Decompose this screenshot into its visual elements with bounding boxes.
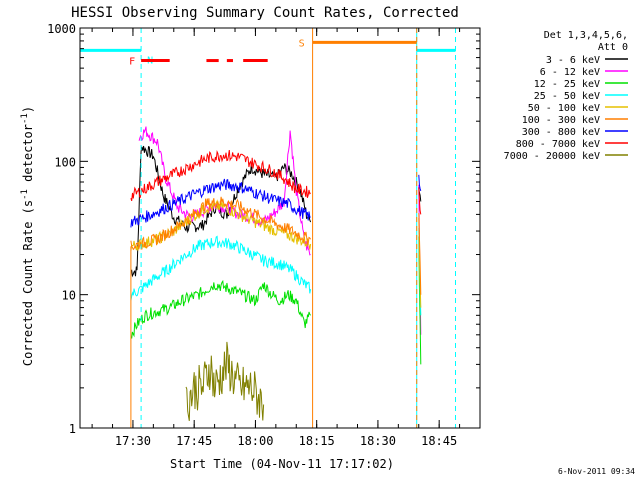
- y-tick-label: 100: [54, 155, 76, 169]
- axes-layer: 1 10 100 1000 17:30 17:45 18:00 18:15 18:30 18:45: [47, 22, 481, 448]
- y-tick-label: 1000: [47, 22, 76, 36]
- y-tick-label: 1: [69, 422, 76, 436]
- y-axis-label: Corrected Count Rate (s-1 detector-1): [20, 106, 35, 366]
- series-line-800-7000keV: [130, 149, 311, 202]
- plot-frame: [79, 27, 481, 429]
- series-layer: [130, 126, 422, 421]
- legend-label: 800 - 7000 keV: [516, 139, 600, 150]
- legend-label: 3 - 6 keV: [546, 55, 600, 66]
- x-tick-label: 18:15: [299, 434, 335, 448]
- legend-label: 50 - 100 keV: [528, 103, 600, 114]
- x-axis-label: Start Time (04-Nov-11 17:17:02): [170, 457, 394, 471]
- saa-label: S: [299, 38, 305, 49]
- series-line-100-300keV: [130, 196, 312, 251]
- detectors-label: Det 1,3,4,5,6,: [544, 30, 628, 41]
- series-line-12-25keV: [130, 279, 311, 339]
- x-tick-label: 18:45: [421, 434, 457, 448]
- legend-label: 6 - 12 keV: [540, 67, 600, 78]
- series-line-100-300keV: [418, 213, 422, 295]
- y-tick-label: 10: [62, 289, 76, 303]
- legend-label: 25 - 50 keV: [534, 91, 600, 102]
- legend-label: 100 - 300 keV: [522, 115, 600, 126]
- legend-label: 7000 - 20000 keV: [504, 151, 600, 162]
- date-stamp: 6-Nov-2011 09:34: [558, 467, 635, 476]
- chart-title: HESSI Observing Summary Count Rates, Cor…: [71, 5, 459, 21]
- legend-label: 300 - 800 keV: [522, 127, 600, 138]
- legend-label: 12 - 25 keV: [534, 79, 600, 90]
- series-line-7000-20000keV: [185, 341, 265, 421]
- series-line-800-7000keV: [418, 187, 422, 215]
- attenuator-label: Att 0: [598, 42, 628, 53]
- series-line-25-50keV: [130, 235, 312, 301]
- flare-label: F: [129, 57, 135, 68]
- x-tick-label: 17:30: [115, 434, 151, 448]
- x-tick-label: 18:00: [237, 434, 273, 448]
- series-line-300-800keV: [418, 174, 422, 192]
- x-tick-label: 18:30: [360, 434, 396, 448]
- x-tick-label: 17:45: [176, 434, 212, 448]
- series-line-300-800keV: [130, 178, 311, 228]
- svg-text:Corrected Count Rate (s-1 dete: Corrected Count Rate (s-1 detector-1): [20, 106, 35, 366]
